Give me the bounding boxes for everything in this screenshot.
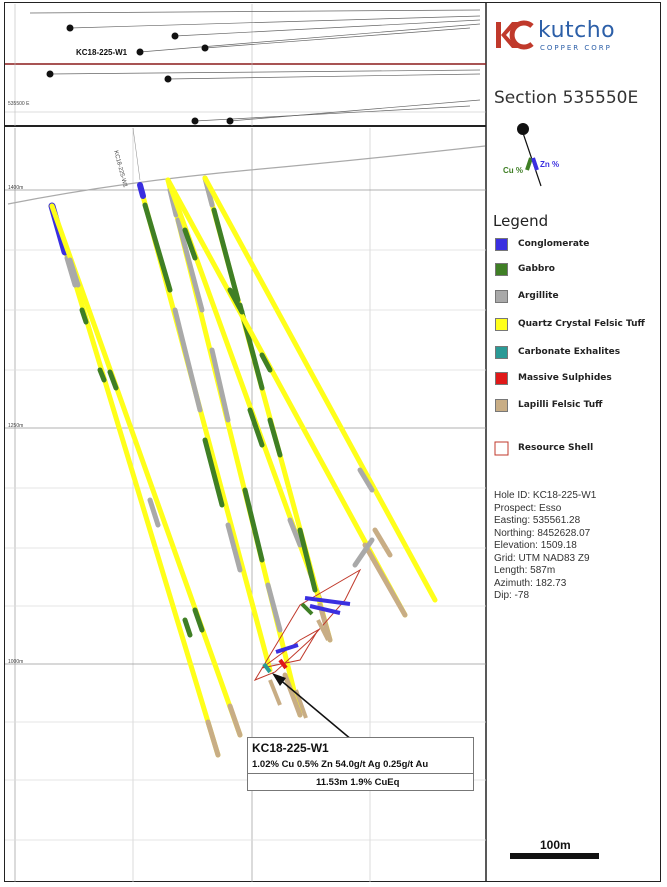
intercept-callout: KC18-225-W1 1.02% Cu 0.5% Zn 54.0g/t Ag … [247, 737, 474, 791]
legend-swatch [495, 289, 508, 303]
legend-swatch [495, 237, 508, 251]
legend-swatch [495, 345, 508, 359]
legend-label: Quartz Crystal Felsic Tuff [518, 319, 645, 329]
legend-swatch [495, 371, 508, 385]
legend-label: Massive Sulphides [518, 373, 612, 383]
northing: Northing: 8452628.07 [494, 527, 591, 539]
callout-divider [248, 773, 473, 774]
hole-id: Hole ID: KC18-225-W1 [494, 490, 597, 501]
assay-icon [517, 123, 542, 187]
plan-grid [5, 4, 486, 126]
plan-hole-label: KC18-225-W1 [76, 48, 128, 57]
callout-interval: 11.53m 1.9% CuEq [316, 777, 400, 788]
easting: Easting: 535561.28 [494, 515, 581, 526]
elevation: Elevation: 1509.18 [494, 540, 577, 551]
plan-easting-label: 535500 E [8, 101, 30, 107]
legend-item-conglomerate: Conglomerate [495, 237, 589, 251]
plan-hole-traces [29, 9, 481, 122]
section-title: Section 535550E [494, 88, 639, 108]
plan-collars [46, 24, 234, 125]
legend-swatch [495, 317, 508, 331]
legend-label: Gabbro [518, 264, 555, 274]
scale-bar-label: 100m [540, 838, 571, 852]
callout-arrowhead [272, 673, 286, 686]
legend-item-carbonate-exhalites: Carbonate Exhalites [495, 345, 620, 359]
topography-line [7, 145, 486, 205]
elevation-label-1400: 1400m [8, 185, 24, 191]
legend-item-massive-sulphides: Massive Sulphides [495, 371, 612, 385]
length: Length: 587m [494, 565, 556, 576]
elevation-label-1250: 1250m [8, 423, 24, 429]
scale-bar [510, 853, 599, 859]
drill-holes [48, 175, 438, 758]
kc-monogram-icon [496, 20, 534, 50]
company-name: kutcho [538, 18, 616, 43]
legend-item-gabbro: Gabbro [495, 262, 555, 276]
hole-info: Hole ID: KC18-225-W1 Prospect: Esso East… [494, 490, 596, 603]
legend-swatch [495, 398, 508, 412]
elevation-label-1000: 1000m [8, 659, 24, 665]
prospect: Prospect: Esso [494, 502, 562, 514]
legend-item-lapilli-felsic-tuff: Lapilli Felsic Tuff [495, 398, 602, 412]
intercepts [262, 596, 351, 719]
legend-item-argillite: Argillite [495, 289, 559, 303]
legend-item-quartz-crystal-felsic-tuff: Quartz Crystal Felsic Tuff [495, 317, 645, 331]
grid: Grid: UTM NAD83 Z9 [494, 552, 590, 564]
legend-title: Legend [493, 212, 549, 230]
azimuth: Azimuth: 182.73 [494, 577, 567, 589]
company-subtitle: COPPER CORP [540, 44, 612, 52]
legend-label: Lapilli Felsic Tuff [518, 400, 603, 410]
legend-label-resource-shell: Resource Shell [518, 443, 594, 453]
callout-assay: 1.02% Cu 0.5% Zn 54.0g/t Ag 0.25g/t Au [252, 759, 429, 770]
legend-label: Argillite [518, 291, 559, 301]
dip: Dip: -78 [494, 590, 530, 601]
map-frame [4, 2, 661, 882]
resource-shell-swatch [494, 441, 509, 456]
zn-label: Zn % [540, 160, 560, 169]
cu-label: Cu % [503, 166, 523, 175]
legend-label: Carbonate Exhalites [518, 347, 621, 357]
callout-arrow [277, 677, 353, 741]
legend-label: Conglomerate [518, 239, 590, 249]
callout-title: KC18-225-W1 [252, 741, 329, 755]
legend-swatch [495, 262, 508, 276]
